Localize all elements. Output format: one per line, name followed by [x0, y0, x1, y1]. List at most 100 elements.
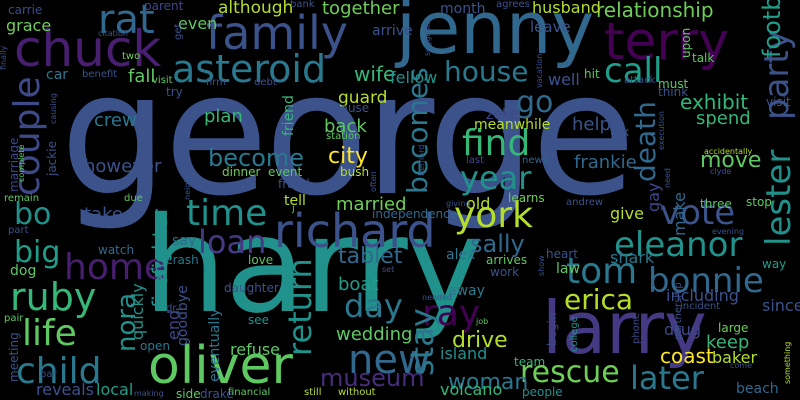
word-fellow: fellow [390, 68, 438, 87]
word-loan: loan [198, 223, 267, 261]
word-coast: coast [660, 344, 714, 368]
word-life: life [22, 313, 77, 354]
word-call: call [604, 51, 663, 91]
word-island: island [440, 344, 488, 363]
word-dr: dr [166, 303, 177, 314]
word-make: make [670, 192, 689, 236]
word-house: house [444, 55, 529, 88]
word-rat: rat [98, 0, 155, 43]
word-rescue: rescue [520, 355, 620, 390]
word-independence: independence [372, 207, 458, 221]
word-neighbor: neighbor [183, 164, 192, 200]
word-law: law [556, 261, 580, 277]
word-meeting: meeting [7, 332, 21, 382]
word-wedding: wedding [336, 324, 413, 345]
word-woman: woman [448, 370, 529, 395]
word-keep: keep [706, 332, 750, 353]
word-including: including [666, 286, 739, 305]
word-see: see [248, 313, 270, 327]
word-year: year [460, 159, 532, 197]
word-cause: cause [334, 101, 370, 115]
word-execution: execution [657, 111, 666, 150]
word-boat: boat [338, 274, 379, 295]
word-home: home [64, 247, 167, 288]
word-volcano: volcano [440, 380, 503, 399]
word-time: time [186, 193, 268, 234]
word-help: help [572, 114, 611, 135]
word-citation: citation [98, 29, 128, 38]
word-andrew: andrew [566, 197, 604, 208]
word-fall: fall [128, 66, 156, 87]
word-eventually: eventually [207, 308, 223, 382]
word-plan: plan [204, 106, 243, 127]
word-last: last [466, 155, 485, 166]
word-zeke: zeke [486, 107, 519, 123]
word-still: still [304, 387, 322, 398]
word-move: move [700, 148, 762, 173]
word-often: often [369, 171, 378, 192]
word-talk: talk [692, 51, 715, 65]
word-fraud: fraud [278, 177, 310, 191]
word-beach: beach [736, 381, 779, 397]
word-phone: phone [631, 312, 642, 344]
word-child: child [16, 351, 102, 392]
word-since: since [762, 296, 800, 315]
word-heart: heart [546, 247, 578, 261]
word-quickly: quickly [128, 283, 147, 340]
word-parent: parent [144, 0, 184, 13]
word-news: news [522, 155, 548, 166]
word-car: car [46, 67, 69, 83]
word-larry: larry [542, 286, 707, 370]
word-crash: crash [166, 253, 199, 267]
word-suggests: suggests [423, 20, 432, 56]
word-harry: harry [143, 189, 484, 343]
word-drug: drug [664, 320, 702, 339]
word-clyde: clyde [710, 167, 732, 176]
word-say: say [172, 233, 197, 249]
word-back: back [324, 116, 367, 137]
word-day: day [344, 287, 403, 325]
word-stop: stop [746, 195, 772, 209]
word-jenny: jenny [396, 0, 595, 70]
word-big: big [14, 235, 61, 270]
word-people: people [522, 385, 563, 399]
word-part: part [8, 225, 29, 236]
word-event: event [268, 165, 303, 179]
word-shark: shark [610, 248, 655, 267]
word-finally: finally [0, 45, 8, 70]
word-alex: alex [446, 247, 476, 263]
word-meanwhile: meanwhile [474, 117, 551, 133]
word-job: job [476, 317, 489, 326]
word-terry: terry [604, 12, 729, 72]
word-old: old [466, 194, 491, 213]
word-two: two [122, 51, 141, 62]
word-bernard: bernard [417, 144, 426, 176]
word-way: way [762, 257, 787, 271]
word-leave: leave [530, 18, 571, 36]
word-remain: remain [4, 193, 40, 204]
word-begin: begin [545, 312, 559, 346]
word-team: team [514, 355, 546, 369]
word-accidentally: accidentally [704, 147, 753, 156]
word-j: j [292, 203, 295, 214]
word-local: local [96, 380, 134, 399]
word-drake: drake [200, 387, 234, 400]
word-debt: debt [254, 77, 277, 88]
word-baker: baker [712, 348, 758, 367]
word-set: set [382, 265, 395, 274]
word-oliver: oliver [148, 336, 293, 396]
word-frankie: frankie [574, 152, 637, 173]
word-attack: attack [624, 75, 656, 86]
word-must: must [658, 77, 689, 91]
word-exhibit: exhibit [680, 90, 749, 114]
word-giving: giving [446, 199, 471, 208]
word-museum: museum [320, 364, 425, 392]
word-sally: sally [470, 230, 525, 258]
word-tom: tom [566, 251, 638, 292]
word-find: find [462, 123, 531, 164]
word-think: think [658, 85, 689, 99]
word-benefit: benefit [82, 69, 118, 80]
word-open: open [140, 339, 170, 353]
word-later: later [630, 359, 704, 397]
word-get: get [173, 23, 184, 40]
